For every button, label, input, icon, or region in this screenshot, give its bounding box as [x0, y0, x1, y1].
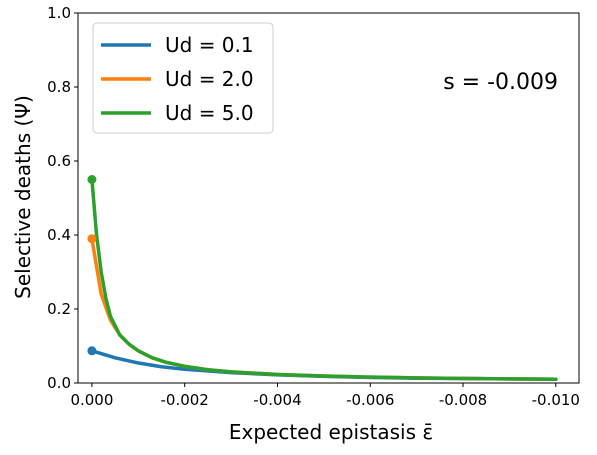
- y-tick-label: 0.6: [47, 152, 71, 170]
- series-markers: [87, 175, 97, 356]
- x-tick-label: -0.004: [253, 391, 301, 409]
- y-tick-label: 0.4: [47, 226, 71, 244]
- plot-frame: [77, 12, 580, 384]
- y-axis-label: Selective deaths (Ψ): [11, 95, 35, 299]
- s-value-annotation: s = -0.009: [443, 70, 558, 95]
- legend-label-1: Ud = 2.0: [165, 67, 254, 91]
- series-start-marker-1: [87, 234, 97, 244]
- y-tick-label: 1.0: [47, 4, 71, 22]
- legend-label-2: Ud = 5.0: [165, 101, 254, 125]
- series-line-2: [90, 177, 558, 382]
- x-tick-label: -0.010: [532, 391, 580, 409]
- series-start-marker-2: [87, 175, 97, 184]
- series-start-marker-0: [87, 346, 97, 356]
- series-lines: [90, 177, 558, 382]
- legend: Ud = 0.1 Ud = 2.0 Ud = 5.0: [92, 22, 274, 134]
- y-axis-ticks: 0.0 0.2 0.4 0.6 0.8 1.0: [47, 4, 78, 392]
- legend-box: [92, 22, 274, 134]
- y-tick-label: 0.8: [47, 78, 71, 96]
- x-axis-label: Expected epistasis ε̄: [229, 420, 433, 444]
- x-tick-label: 0.000: [70, 391, 113, 409]
- x-tick-label: -0.006: [346, 391, 394, 409]
- x-tick-label: -0.008: [439, 391, 487, 409]
- y-tick-label: 0.2: [47, 300, 71, 318]
- y-tick-label: 0.0: [47, 374, 71, 392]
- x-tick-label: -0.002: [161, 391, 209, 409]
- series-line-1: [90, 236, 558, 382]
- legend-label-0: Ud = 0.1: [165, 33, 254, 57]
- x-axis-ticks: 0.000 -0.002 -0.004 -0.006 -0.008 -0.010: [70, 383, 580, 409]
